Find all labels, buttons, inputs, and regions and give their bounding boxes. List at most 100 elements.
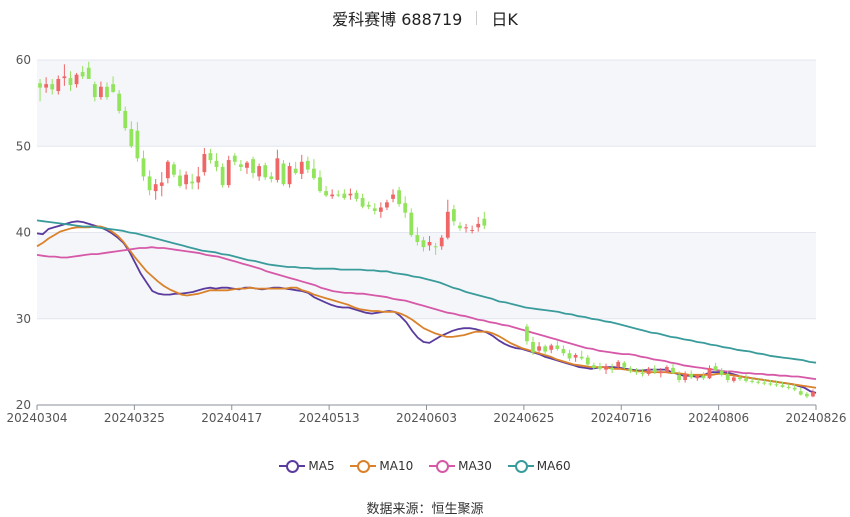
candle-body [172, 164, 176, 175]
candle-body [385, 202, 389, 208]
candle-body [354, 192, 359, 199]
candle-body [531, 342, 535, 353]
y-axis: 20 30 40 50 60 [16, 53, 31, 412]
candle-body [287, 166, 292, 185]
candle-body [762, 382, 767, 384]
candle-body [342, 193, 347, 198]
legend-marker-ma10 [350, 459, 377, 473]
candle-body [683, 373, 688, 380]
candle-body [744, 378, 748, 381]
candlesticks [38, 61, 815, 399]
candle-body [652, 368, 657, 373]
source-label: 数据来源： [366, 502, 432, 517]
candle-body [665, 367, 669, 372]
x-axis: 20240304 20240325 20240417 20240513 20240603… [6, 404, 847, 425]
candle-body [281, 163, 286, 185]
candle-body [610, 367, 615, 370]
candle-body [525, 326, 529, 342]
legend-item-ma5[interactable]: MA5 [279, 458, 335, 473]
x-tick-label: 20240716 [591, 411, 652, 425]
candle-body [579, 356, 584, 359]
candle-body [458, 225, 462, 229]
legend-label-ma5: MA5 [308, 458, 335, 473]
candle-body [305, 160, 310, 170]
candle-body [768, 383, 773, 385]
candle-body [476, 223, 481, 228]
candle-body [86, 67, 91, 79]
candle-body [50, 84, 55, 90]
x-tick-label: 20240826 [785, 411, 846, 425]
candle-body [804, 393, 809, 397]
candle-body [786, 386, 791, 388]
candle-body [214, 160, 219, 167]
candle-body [719, 370, 724, 375]
candle-body [153, 184, 158, 192]
candle-body [208, 153, 213, 161]
candle-body [731, 377, 736, 381]
legend-label-ma10: MA10 [379, 458, 414, 473]
candle-body [330, 194, 335, 197]
x-tick-label: 20240625 [493, 411, 554, 425]
period-label: 日K [491, 10, 518, 29]
candle-body [348, 193, 353, 196]
candle-body [92, 84, 97, 98]
candle-body [68, 78, 73, 86]
legend-label-ma60: MA60 [536, 458, 571, 473]
candle-body [598, 366, 602, 369]
candle-body [604, 366, 608, 370]
grid-band [37, 232, 816, 319]
candle-body [707, 367, 712, 379]
candle-body [567, 353, 572, 359]
candle-body [792, 387, 797, 390]
ma-line-ma60 [36, 219, 817, 364]
legend-item-ma60[interactable]: MA60 [507, 458, 571, 473]
candle-body [452, 209, 456, 222]
candle-body [397, 190, 401, 205]
candle-body [549, 345, 554, 350]
candle-body [409, 212, 414, 236]
candle-body [573, 354, 578, 358]
candle-body [695, 375, 700, 379]
candle-body [750, 380, 754, 382]
candle-body [591, 365, 596, 368]
candle-body [738, 377, 742, 380]
candle-body [44, 84, 49, 88]
candle-body [445, 211, 450, 238]
grid-layer [37, 59, 816, 406]
candle-body [318, 177, 322, 192]
candle-body [628, 368, 633, 372]
candle-body [811, 392, 815, 397]
legend-label-ma30: MA30 [458, 458, 492, 473]
ma-line-ma30 [36, 246, 817, 380]
candle-body [543, 346, 548, 352]
candle-body [616, 361, 621, 368]
candle-body [780, 385, 785, 387]
y-tick-label: 30 [16, 312, 31, 326]
candle-body [80, 72, 85, 77]
x-tick-label: 20240304 [6, 411, 67, 425]
candle-body [123, 110, 128, 129]
candle-body [184, 174, 188, 185]
data-source: 数据来源：恒生聚源 [0, 498, 850, 517]
candle-body [671, 367, 675, 374]
candle-body [689, 373, 694, 378]
x-tick-label: 20240603 [396, 411, 457, 425]
title-divider [476, 11, 478, 25]
candle-body [415, 235, 420, 242]
candle-body [62, 76, 67, 79]
y-tick-label: 50 [16, 139, 31, 153]
candle-body [141, 158, 146, 177]
candle-body [646, 368, 651, 374]
candle-body [622, 362, 627, 368]
y-tick-label: 20 [16, 398, 31, 412]
grid-band [37, 60, 816, 147]
candle-body [439, 237, 444, 247]
candle-body [251, 159, 255, 173]
candle-body [226, 160, 231, 186]
candle-body [658, 371, 663, 374]
candle-body [336, 194, 341, 196]
legend-item-ma30[interactable]: MA30 [429, 458, 492, 473]
legend-item-ma10[interactable]: MA10 [350, 458, 413, 473]
legend-marker-ma30 [429, 459, 456, 473]
